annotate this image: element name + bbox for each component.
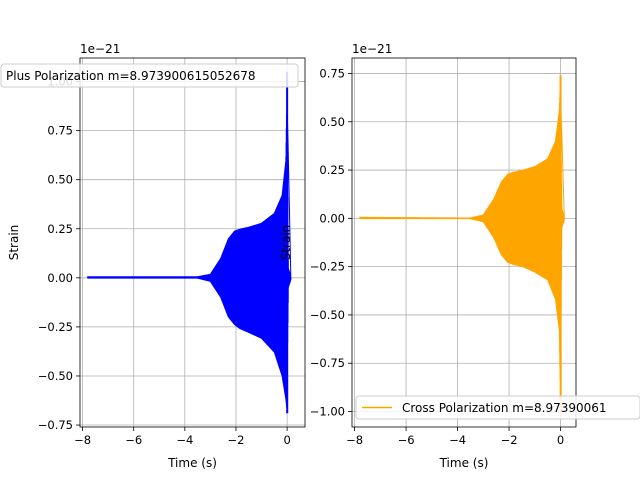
y-tick-label: −0.75 (38, 418, 73, 432)
y-tick-label: −0.50 (38, 369, 73, 383)
x-axis-label: Time (s) (167, 456, 217, 470)
legend-label: Plus Polarization m=8.973900615052678 (6, 69, 256, 83)
axes-frame (351, 57, 577, 428)
x-tick-label: 0 (283, 433, 290, 447)
legend: Plus Polarization m=8.973900615052678 (0, 63, 299, 88)
y-tick-label: 0.50 (47, 173, 73, 187)
axes-frame (79, 57, 306, 428)
x-tick-label: −4 (449, 433, 466, 447)
legend-frame (355, 395, 640, 420)
x-tick-label: −6 (398, 433, 415, 447)
y-tick-label: −0.25 (310, 260, 345, 274)
y-tick-label: 0.00 (47, 271, 73, 285)
series-0-line (359, 75, 565, 412)
x-tick-label: −4 (176, 433, 193, 447)
y-tick-label: 0.25 (319, 163, 345, 177)
y-tick-label: 0.00 (319, 211, 345, 225)
y-tick-label: −0.50 (310, 308, 345, 322)
y-tick-label: 0.25 (47, 222, 73, 236)
y-tick-label: −0.25 (38, 320, 73, 334)
y-axis-label: Strain (279, 225, 293, 261)
series-0-line (87, 71, 292, 414)
plus-polarization-axes: −8 −6 −4 −2 0 −0.75 −0.50 −0.25 0.00 0.25 0.50 0.75… (0, 42, 306, 470)
legend: Cross Polarization m=8.97390061 (355, 395, 640, 420)
x-axis-label: Time (s) (439, 456, 489, 470)
cross-polarization-axes: −8 −6 −4 −2 0 −1.00 −0.75 −0.50 −0.25 0.00 0.25 0.5… (279, 42, 640, 470)
y-tick-label: 0.50 (319, 115, 345, 129)
y-tick-label: 0.75 (319, 66, 345, 80)
x-tick-label: −2 (501, 433, 518, 447)
y-tick-label: −0.75 (310, 356, 345, 370)
y-offset-label: 1e−21 (352, 42, 392, 56)
x-tick-label: −2 (227, 433, 244, 447)
x-tick-label: 0 (557, 433, 564, 447)
x-tick-label: −6 (125, 433, 142, 447)
y-offset-label: 1e−21 (80, 42, 120, 56)
x-tick-label: −8 (346, 433, 363, 447)
legend-label: Cross Polarization m=8.97390061 (402, 401, 607, 415)
y-tick-label: 0.75 (47, 124, 73, 138)
y-axis-label: Strain (7, 225, 21, 261)
legend-frame (0, 63, 299, 88)
x-tick-label: −8 (74, 433, 91, 447)
y-tick-label: −1.00 (310, 405, 345, 419)
